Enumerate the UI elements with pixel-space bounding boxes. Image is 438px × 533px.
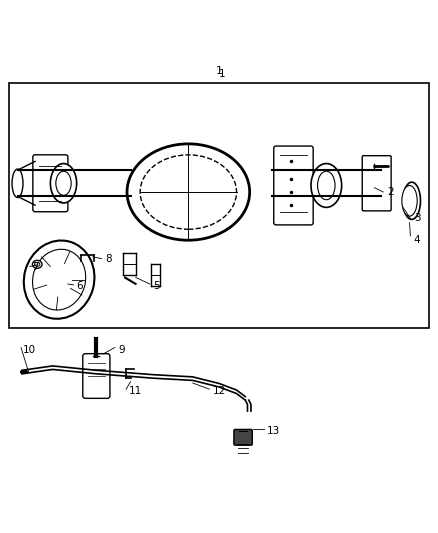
Text: 9: 9 [118, 345, 125, 355]
Ellipse shape [32, 260, 42, 268]
Ellipse shape [127, 144, 250, 240]
FancyBboxPatch shape [234, 430, 252, 445]
Text: 8: 8 [105, 254, 112, 264]
Text: 13: 13 [267, 426, 280, 436]
Text: 10: 10 [23, 345, 36, 355]
Text: 4: 4 [414, 235, 420, 245]
Text: 3: 3 [414, 213, 420, 223]
Ellipse shape [35, 262, 40, 266]
Text: 11: 11 [129, 386, 142, 397]
Text: 2: 2 [387, 187, 393, 197]
Ellipse shape [311, 164, 342, 207]
FancyBboxPatch shape [33, 155, 68, 212]
FancyBboxPatch shape [274, 146, 313, 225]
Text: 12: 12 [212, 386, 226, 397]
Ellipse shape [318, 171, 335, 200]
Text: 1: 1 [219, 69, 226, 79]
Ellipse shape [12, 169, 23, 198]
FancyBboxPatch shape [83, 354, 110, 398]
Ellipse shape [402, 185, 417, 216]
Ellipse shape [140, 155, 237, 229]
Ellipse shape [403, 182, 420, 220]
Ellipse shape [56, 171, 71, 195]
Text: 6: 6 [77, 281, 83, 291]
Text: 7: 7 [32, 262, 39, 271]
Bar [9, 83, 429, 328]
Ellipse shape [50, 164, 77, 203]
Text: 5: 5 [153, 281, 160, 291]
FancyBboxPatch shape [362, 156, 391, 211]
Text: 1: 1 [215, 66, 223, 76]
Ellipse shape [24, 240, 95, 319]
Ellipse shape [32, 249, 86, 310]
